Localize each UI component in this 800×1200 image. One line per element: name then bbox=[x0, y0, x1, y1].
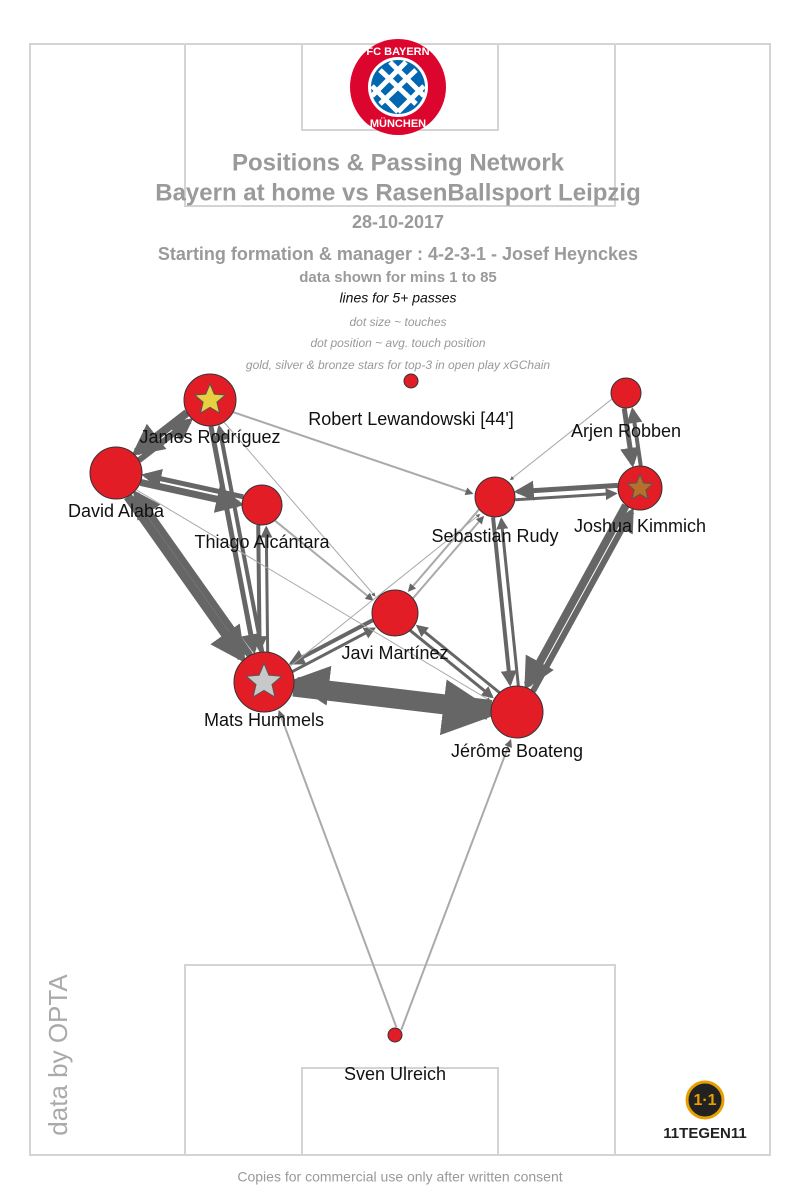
pass-line bbox=[412, 515, 485, 599]
pass-line bbox=[620, 408, 640, 468]
pass-line bbox=[400, 739, 512, 1031]
player-label: Sebastian Rudy bbox=[431, 526, 558, 546]
note: dot size ~ touches bbox=[349, 315, 446, 329]
date: 28-10-2017 bbox=[352, 212, 444, 232]
credit: data by OPTA bbox=[43, 974, 73, 1136]
player-dot bbox=[371, 589, 419, 637]
pass-line bbox=[137, 418, 194, 463]
crest-bottom: MÜNCHEN bbox=[370, 117, 426, 130]
player-dot bbox=[387, 1027, 403, 1043]
pass-line bbox=[289, 513, 481, 667]
crest-top: FC BAYERN bbox=[366, 46, 429, 58]
note: gold, silver & bronze stars for top-3 in… bbox=[246, 358, 550, 372]
pass-line bbox=[407, 508, 480, 592]
player-label: Sven Ulreich bbox=[344, 1064, 446, 1084]
svg-text:1·1: 1·1 bbox=[693, 1092, 716, 1109]
player-label: Javi Martínez bbox=[341, 643, 448, 663]
player-dot bbox=[241, 484, 283, 526]
lines-note: lines for 5+ passes bbox=[339, 290, 456, 306]
player-dot bbox=[403, 373, 419, 389]
player-label: Arjen Robben bbox=[571, 421, 681, 441]
pass-line bbox=[251, 525, 268, 653]
pass-line bbox=[530, 507, 635, 693]
brand: 11TEGEN11 bbox=[663, 1125, 746, 1142]
subtitle: Bayern at home vs RasenBallsport Leipzig bbox=[155, 179, 640, 206]
pass-line bbox=[289, 665, 493, 710]
pass-line bbox=[213, 424, 265, 653]
pass-line bbox=[274, 519, 374, 601]
pass-line bbox=[260, 525, 273, 652]
pass-line bbox=[626, 407, 643, 466]
player-dot bbox=[490, 685, 544, 739]
pass-line bbox=[233, 411, 474, 496]
player-dot bbox=[610, 377, 642, 409]
pass-line bbox=[513, 480, 618, 501]
pass-line bbox=[124, 493, 246, 664]
minutes: data shown for mins 1 to 85 bbox=[299, 269, 497, 286]
pass-lines bbox=[124, 398, 643, 1031]
player-label: Robert Lewandowski [44'] bbox=[308, 409, 514, 429]
pass-line bbox=[515, 488, 618, 502]
xgchain-star bbox=[193, 382, 227, 415]
brand-logo: 1·1 11TEGEN11 bbox=[663, 1080, 747, 1142]
pass-line bbox=[491, 517, 517, 687]
pass-line bbox=[136, 489, 491, 702]
player-dot bbox=[474, 476, 516, 518]
player-label: Thiago Alcántara bbox=[194, 532, 330, 552]
pass-line bbox=[223, 421, 376, 597]
player-label: David Alaba bbox=[68, 501, 165, 521]
pass-line bbox=[132, 489, 253, 658]
player-label: Mats Hummels bbox=[204, 710, 324, 730]
footer: Copies for commercial use only after wri… bbox=[237, 1169, 562, 1185]
xgchain-star bbox=[625, 473, 655, 501]
pass-line bbox=[141, 468, 244, 500]
pass-line bbox=[409, 629, 494, 699]
xgchain-star bbox=[245, 662, 283, 699]
pass-line bbox=[288, 618, 374, 665]
player-label: Jérôme Boateng bbox=[451, 741, 583, 761]
pass-line bbox=[509, 398, 613, 481]
players: Robert Lewandowski [44'] James Rodríguez D… bbox=[68, 373, 706, 1084]
pass-line bbox=[291, 627, 376, 673]
player-label: Joshua Kimmich bbox=[574, 516, 706, 536]
pass-line bbox=[277, 710, 398, 1028]
pass-line bbox=[415, 624, 501, 694]
pass-line bbox=[208, 425, 261, 655]
player-label: James Rodríguez bbox=[139, 427, 280, 447]
note: dot position ~ avg. touch position bbox=[310, 336, 485, 350]
crest: FC BAYERN MÜNCHEN bbox=[350, 39, 446, 135]
pass-line bbox=[496, 517, 520, 686]
formation: Starting formation & manager : 4-2-3-1 -… bbox=[158, 244, 638, 264]
pass-line bbox=[523, 503, 630, 691]
title: Positions & Passing Network bbox=[232, 149, 565, 176]
player-dot bbox=[89, 446, 143, 500]
